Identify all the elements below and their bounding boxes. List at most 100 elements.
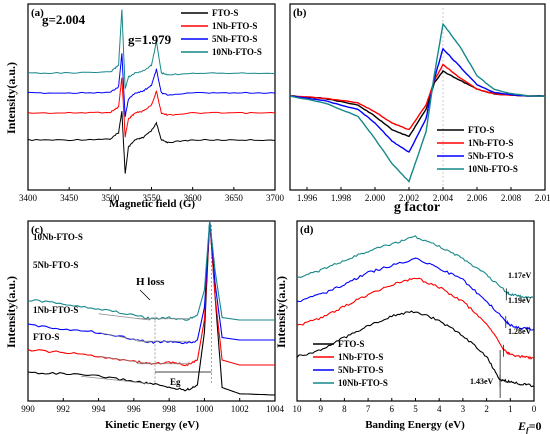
panel-d-label: (d)	[300, 224, 314, 236]
panel-d-xtick-label: 0	[532, 404, 537, 414]
panel-c-xtick-label: 1004	[266, 404, 285, 414]
panel-b-ticks: 1.996 1.998 2.000 2.002 2.004 2.006 2.008 2.010	[297, 187, 550, 203]
panel-d-ylabel: Intensity(a.u.)	[274, 276, 288, 348]
panel-c-xtick-label: 992	[57, 404, 71, 414]
panel-d-onset-label: 1.17eV	[508, 271, 532, 280]
panel-b-xlabel: g factor	[394, 200, 440, 215]
panel-a-xtick-label: 3600	[184, 193, 203, 203]
panel-b-xtick-label: 2.004	[433, 193, 454, 203]
panel-a-xtick-label: 3450	[60, 193, 79, 203]
panel-a-legend-label: FTO-S	[212, 8, 238, 18]
panel-d-xtick-label: 6	[390, 404, 395, 414]
panel-c-xtick-label: 998	[162, 404, 176, 414]
panel-a-legend-label: 5Nb-FTO-S	[212, 34, 257, 44]
panel-d-fermi-label: Ef=0	[517, 419, 542, 434]
panel-a-series	[27, 9, 276, 174]
panel-a-xtick-label: 3400	[19, 193, 38, 203]
panel-b-legend-label: 1Nb-FTO-S	[468, 138, 513, 148]
panel-a-xtick-label: 3700	[266, 193, 285, 203]
panel-a-ticks: 3400 3450 3500 3550 3600 3650 3700	[19, 187, 285, 203]
panel-b-xtick-label: 1.996	[297, 193, 318, 203]
panel-c-xtick-label: 1002	[231, 404, 249, 414]
panel-c-xtick-label: 994	[92, 404, 106, 414]
panel-a-series-line	[27, 9, 276, 89]
panel-d-xtick-label: 1	[508, 404, 513, 414]
panel-a-xlabel: Magnetic field (G)	[109, 198, 195, 210]
panel-b-xtick-label: 2.006	[467, 193, 488, 203]
panel-b-xtick-label: 2.010	[535, 193, 550, 203]
panel-d-series-line	[296, 257, 535, 331]
panel-d-onset-label: 1.43eV	[470, 377, 494, 386]
panel-c-fit-line	[80, 375, 150, 385]
panel-c-xlabel: Kinetic Energy (eV)	[105, 419, 199, 431]
panel-c-series-line	[27, 220, 275, 321]
panel-d-legend-label: 10Nb-FTO-S	[338, 378, 388, 388]
panel-a-series-line	[27, 53, 276, 117]
panel-d-xtick-label: 4	[437, 404, 442, 414]
panel-a-series-line	[27, 111, 276, 174]
panel-d-series-line	[296, 235, 535, 299]
panel-c-series-line	[27, 220, 275, 367]
panel-d-xtick-label: 10	[293, 404, 303, 414]
panel-b-xtick-label: 2.000	[365, 193, 386, 203]
panel-a-series-line	[27, 77, 276, 138]
panel-c-series-line	[27, 220, 275, 345]
panel-b-legend-label: 10Nb-FTO-S	[468, 164, 518, 174]
panel-a-legend-label: 10Nb-FTO-S	[212, 47, 262, 57]
panel-b-xtick-label: 1.998	[331, 193, 352, 203]
panel-a-xtick-label: 3500	[101, 193, 120, 203]
panel-c-xtick-label: 990	[21, 404, 35, 414]
panel-d-xtick-label: 2	[484, 404, 489, 414]
panel-b-legend: FTO-S 1Nb-FTO-S 5Nb-FTO-S 10Nb-FTO-S	[437, 125, 518, 174]
panel-d-onset-label: 1.19eV	[508, 296, 532, 305]
panel-d-xlabel: Banding Energy (eV)	[365, 419, 465, 431]
panel-d-series-line	[296, 310, 535, 388]
panel-b: (b) 1.996 1.998 2.000 2.002 2.004 2.006 2.008 2…	[289, 3, 550, 215]
panel-a: (a) 3400 3450 3500 3550 3600 3650 3700 Magneti…	[4, 3, 285, 210]
panel-c-series-label: FTO-S	[33, 332, 59, 342]
panel-b-label: (b)	[293, 7, 307, 19]
panel-b-series-line	[289, 47, 545, 153]
panel-a-legend-label: 1Nb-FTO-S	[212, 21, 257, 31]
panel-c-series-line	[27, 220, 276, 396]
panel-d-series-line	[296, 277, 535, 360]
panel-a-legend: FTO-S 1Nb-FTO-S 5Nb-FTO-S 10Nb-FTO-S	[181, 8, 262, 57]
panel-c-annotation-hloss: H loss	[136, 276, 165, 288]
panel-c-series-label: 10Nb-FTO-S	[33, 232, 83, 242]
panel-c-xtick-label: 1000	[195, 404, 214, 414]
panel-d-guides: 1.17eV 1.19eV 1.28eV 1.43eV	[470, 271, 532, 398]
panel-b-legend-label: FTO-S	[468, 125, 494, 135]
panel-d-xtick-label: 8	[342, 404, 347, 414]
panel-b-xtick-label: 2.002	[399, 193, 419, 203]
panel-c-frame	[27, 220, 276, 402]
panel-d-legend-label: 5Nb-FTO-S	[338, 365, 383, 375]
panel-a-xtick-label: 3650	[225, 193, 244, 203]
panel-b-series-line	[289, 63, 546, 131]
panel-c-series-label: 5Nb-FTO-S	[33, 260, 78, 270]
panel-d-legend-label: FTO-S	[338, 339, 364, 349]
panel-c-xtick-label: 996	[127, 404, 141, 414]
panel-c-ticks: 990 992 994 996 998 1000 1002 1004	[21, 398, 285, 414]
panel-d-legend: FTO-S 1Nb-FTO-S 5Nb-FTO-S 10Nb-FTO-S	[313, 339, 388, 388]
panel-a-xtick-label: 3550	[143, 193, 162, 203]
panel-b-series	[289, 22, 546, 183]
panel-d-frame	[296, 220, 535, 402]
panel-c-ylabel: Intensity(a.u.)	[4, 276, 18, 348]
panel-d-xtick-label: 3	[461, 404, 466, 414]
panel-d: (d) 10 9 8 7 6 5 4 3 2 1 0 1.17eV1.19eV1.28eV1.43e…	[274, 220, 542, 434]
panel-d-legend-label: 1Nb-FTO-S	[338, 352, 383, 362]
panel-a-annotation-g1: g=2.004	[42, 12, 86, 27]
panel-c-label: (c)	[31, 224, 44, 236]
panel-c-fit-line	[98, 332, 150, 343]
panel-c-series-label: 1Nb-FTO-S	[33, 305, 78, 315]
panel-d-xtick-label: 5	[413, 404, 418, 414]
panel-c-legend: 10Nb-FTO-S 5Nb-FTO-S 1Nb-FTO-S FTO-S	[33, 232, 83, 342]
panel-d-xtick-label: 7	[366, 404, 371, 414]
panel-b-series-line	[289, 22, 545, 183]
panel-d-onset-label: 1.28eV	[508, 327, 532, 336]
panel-a-annotation-g2: g=1.979	[128, 32, 172, 47]
panel-b-frame	[289, 3, 546, 191]
panel-d-series	[296, 235, 535, 388]
panel-c-fit-line	[98, 355, 150, 365]
